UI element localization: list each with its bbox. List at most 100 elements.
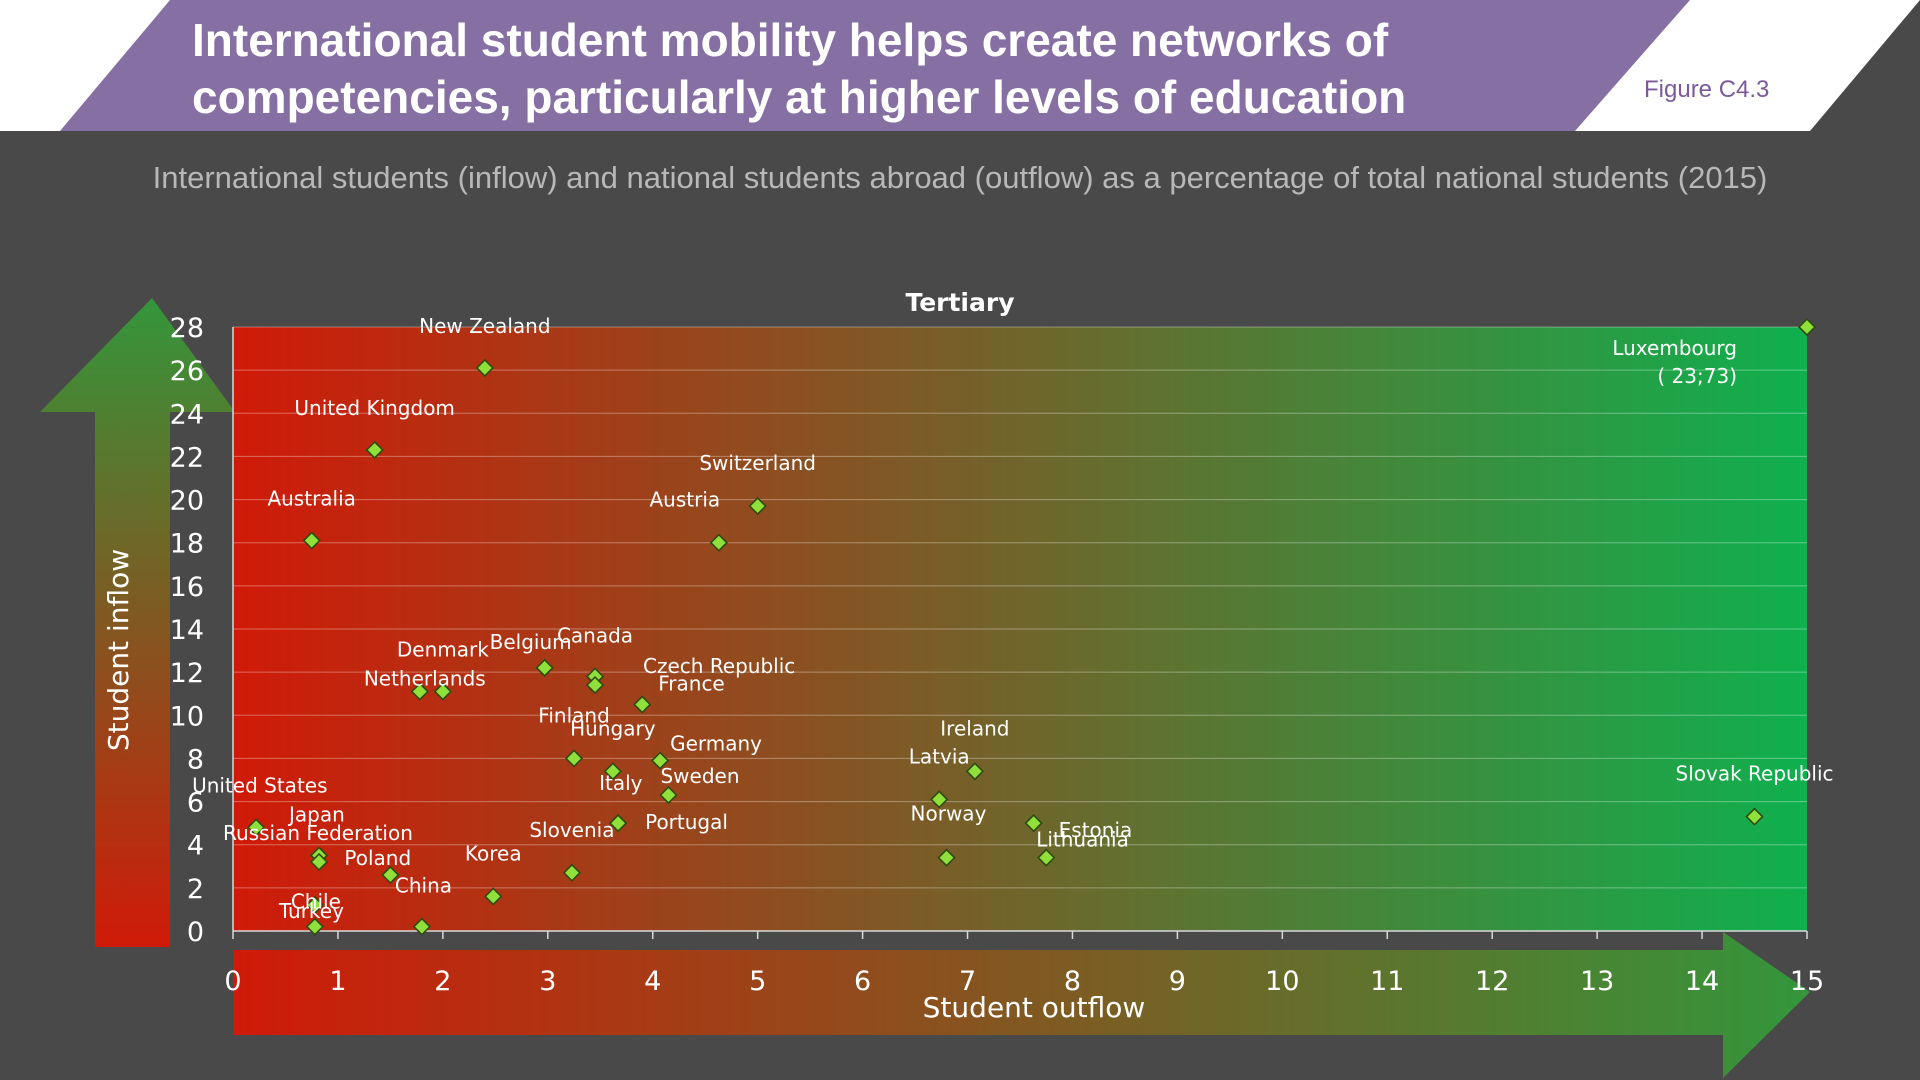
point-label: Norway xyxy=(911,802,987,826)
title-banner xyxy=(60,0,1690,131)
y-tick-label: 8 xyxy=(187,744,204,775)
point-label: Estonia xyxy=(1059,818,1133,842)
data-point xyxy=(302,531,321,550)
data-point xyxy=(305,917,324,936)
data-point xyxy=(709,533,728,552)
y-tick-label: 16 xyxy=(170,572,204,603)
data-point xyxy=(246,818,266,837)
x-tick-label: 11 xyxy=(1370,966,1404,997)
data-point xyxy=(1745,807,1764,826)
point-label: Italy xyxy=(599,771,643,795)
inflow-arrow xyxy=(40,298,235,947)
point-label: Finland xyxy=(538,703,609,727)
data-point xyxy=(650,751,670,770)
point-label: Germany xyxy=(670,732,762,756)
data-point xyxy=(633,695,652,714)
y-tick-label: 18 xyxy=(170,529,204,560)
x-tick-label: 5 xyxy=(749,966,766,997)
point-label: Belgium xyxy=(490,630,572,654)
y-tick-label: 28 xyxy=(170,313,204,344)
point-label: Slovak Republic xyxy=(1676,762,1834,786)
point-annotation: ( 23;73) xyxy=(1657,364,1737,388)
x-axis-ticks: 0 1 2 3 4 5 6 7 8 9 10 11 12 13 14 15 xyxy=(224,931,1824,997)
data-point xyxy=(748,496,767,516)
data-point xyxy=(1797,317,1817,337)
data-point xyxy=(965,762,985,781)
y-tick-label: 12 xyxy=(170,658,204,689)
y-tick-label: 14 xyxy=(170,615,204,646)
point-label: Hungary xyxy=(570,716,656,740)
x-tick-label: 4 xyxy=(644,966,661,997)
y-tick-label: 2 xyxy=(187,874,204,905)
point-label: Czech Republic xyxy=(643,654,795,678)
point-label: Chile xyxy=(291,890,341,914)
x-tick-label: 15 xyxy=(1790,966,1824,997)
x-tick-label: 7 xyxy=(959,966,976,997)
plot-area xyxy=(233,327,1807,931)
x-tick-label: 2 xyxy=(434,966,451,997)
x-tick-label: 14 xyxy=(1685,966,1719,997)
point-label: France xyxy=(658,672,725,696)
outflow-arrow xyxy=(233,932,1810,1078)
data-point xyxy=(412,917,432,936)
y-axis-label: Student inflow xyxy=(102,549,135,751)
page-title: International student mobility helps cre… xyxy=(192,14,1407,123)
point-label: Lithuania xyxy=(1036,828,1129,852)
point-label: United States xyxy=(192,773,327,797)
data-point xyxy=(603,762,622,781)
data-point xyxy=(381,865,400,885)
y-tick-label: 22 xyxy=(170,442,204,473)
corner-accent xyxy=(1810,0,1920,131)
x-tick-label: 8 xyxy=(1064,966,1081,997)
point-label: Luxembourg xyxy=(1612,336,1737,360)
gridlines xyxy=(232,326,1807,932)
chart-title: Tertiary xyxy=(905,288,1014,317)
data-points xyxy=(246,317,1817,936)
point-label: Netherlands xyxy=(364,667,486,691)
data-point xyxy=(1024,814,1043,833)
y-tick-label: 0 xyxy=(187,917,204,948)
point-label: China xyxy=(395,874,452,898)
x-tick-label: 3 xyxy=(539,966,556,997)
data-point xyxy=(1037,848,1056,867)
data-point xyxy=(937,848,956,867)
data-point xyxy=(585,675,605,695)
point-label: Poland xyxy=(344,846,411,870)
x-tick-label: 9 xyxy=(1169,966,1186,997)
point-labels: New Zealand United Kingdom Australia Switze… xyxy=(192,314,1833,923)
x-tick-label: 13 xyxy=(1580,966,1614,997)
y-tick-label: 24 xyxy=(170,399,204,430)
point-label: Ireland xyxy=(940,716,1009,740)
data-point xyxy=(608,814,628,833)
point-label: Australia xyxy=(267,487,355,511)
x-tick-label: 10 xyxy=(1265,966,1299,997)
data-point xyxy=(410,682,429,701)
chart-subtitle: International students (inflow) and nati… xyxy=(152,160,1768,195)
data-point xyxy=(309,852,329,872)
x-tick-label: 0 xyxy=(224,966,241,997)
point-label: New Zealand xyxy=(419,314,550,338)
data-point xyxy=(562,863,582,882)
point-label: Russian Federation xyxy=(223,821,413,845)
point-label: Portugal xyxy=(645,810,728,834)
data-point xyxy=(930,790,949,809)
point-label: Turkey xyxy=(278,899,344,923)
point-label: Japan xyxy=(287,803,345,827)
y-tick-label: 6 xyxy=(187,788,204,819)
data-point xyxy=(484,887,503,906)
data-point xyxy=(659,785,678,805)
point-label: Sweden xyxy=(660,764,739,788)
point-label: Slovenia xyxy=(529,818,614,842)
y-tick-label: 20 xyxy=(170,486,204,517)
y-tick-label: 26 xyxy=(170,356,204,387)
x-tick-label: 1 xyxy=(329,966,346,997)
data-point xyxy=(564,749,584,768)
data-point xyxy=(535,658,554,677)
point-label: Korea xyxy=(465,841,522,865)
point-label: Switzerland xyxy=(699,451,816,475)
y-tick-label: 4 xyxy=(187,831,204,862)
data-point xyxy=(365,440,384,460)
